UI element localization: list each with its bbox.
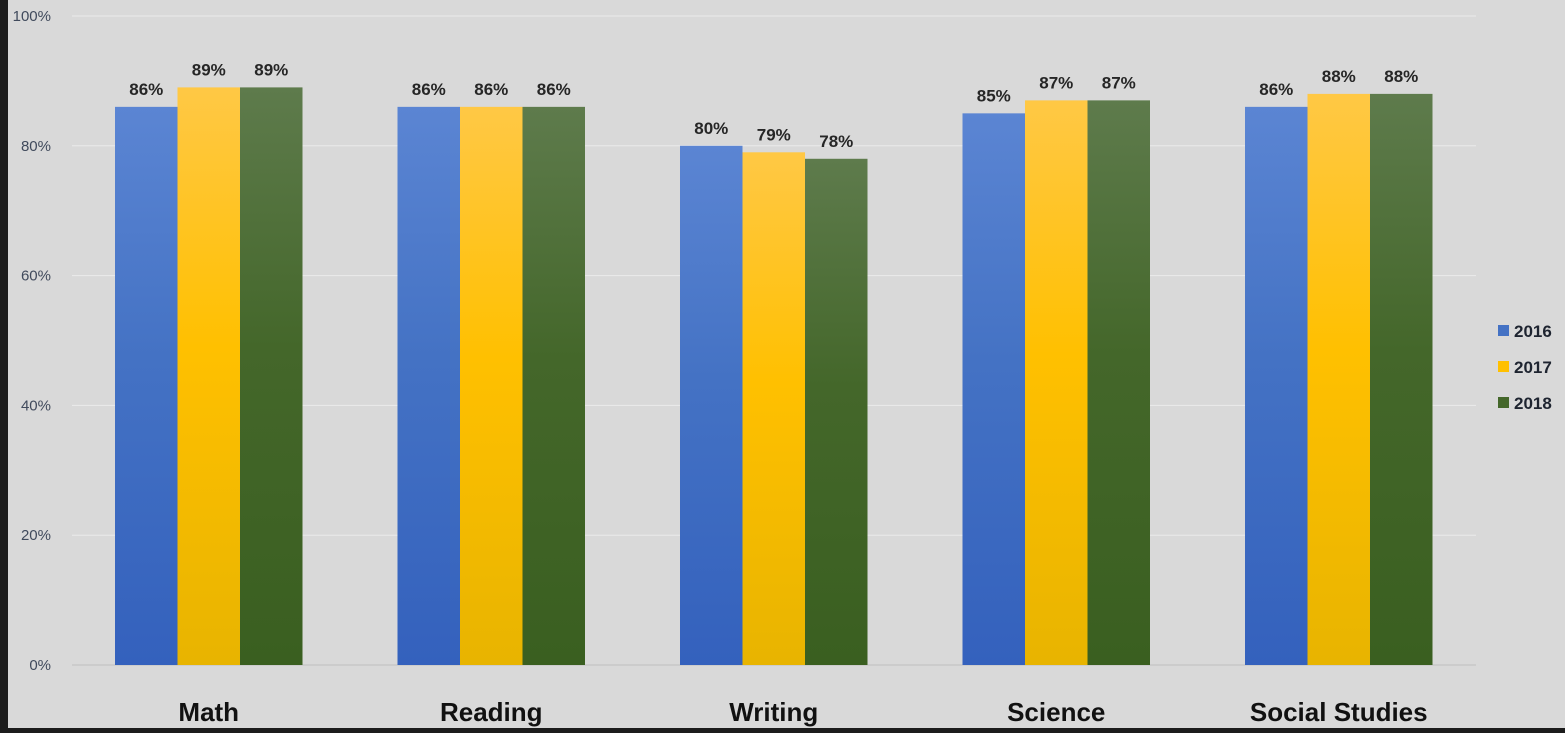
bar-reading-2017 bbox=[460, 106, 523, 666]
data-label-writing-2016: 80% bbox=[694, 119, 728, 138]
data-label-social-studies-2016: 86% bbox=[1259, 80, 1293, 99]
legend-swatch-2017 bbox=[1498, 361, 1509, 372]
legend-swatch-2018 bbox=[1498, 397, 1509, 408]
y-tick-label-0: 0% bbox=[29, 657, 51, 674]
category-label-social-studies: Social Studies bbox=[1250, 697, 1428, 727]
legend-label-2016: 2016 bbox=[1514, 322, 1552, 341]
data-label-social-studies-2017: 88% bbox=[1322, 67, 1356, 86]
bar-social-studies-2018 bbox=[1370, 93, 1433, 665]
data-label-science-2017: 87% bbox=[1039, 73, 1073, 92]
bar-science-2017 bbox=[1025, 100, 1088, 666]
category-label-science: Science bbox=[1007, 697, 1105, 727]
bar-math-2017 bbox=[177, 87, 240, 665]
y-tick-label-100: 100% bbox=[13, 8, 51, 25]
category-label-math: Math bbox=[178, 697, 239, 727]
y-tick-label-60: 60% bbox=[21, 268, 51, 285]
bar-science-2016 bbox=[962, 113, 1025, 666]
legend-label-2018: 2018 bbox=[1514, 394, 1552, 413]
bar-social-studies-2017 bbox=[1307, 93, 1370, 665]
data-label-writing-2017: 79% bbox=[757, 125, 791, 144]
y-tick-label-80: 80% bbox=[21, 138, 51, 155]
y-tick-label-40: 40% bbox=[21, 397, 51, 414]
legend-label-2017: 2017 bbox=[1514, 358, 1552, 377]
category-label-writing: Writing bbox=[729, 697, 818, 727]
data-label-math-2018: 89% bbox=[254, 60, 288, 79]
bar-reading-2016 bbox=[397, 106, 460, 666]
data-label-reading-2017: 86% bbox=[474, 80, 508, 99]
bar-science-2018 bbox=[1087, 100, 1150, 666]
category-label-reading: Reading bbox=[440, 697, 543, 727]
bar-math-2016 bbox=[115, 106, 178, 666]
legend-swatch-2016 bbox=[1498, 325, 1509, 336]
data-label-social-studies-2018: 88% bbox=[1384, 67, 1418, 86]
data-label-writing-2018: 78% bbox=[819, 132, 853, 151]
data-label-math-2016: 86% bbox=[129, 80, 163, 99]
y-tick-label-20: 20% bbox=[21, 527, 51, 544]
y-axis-tick-labels: 0% 20% 40% 60% 80% 100% bbox=[13, 8, 51, 674]
category-labels: Math Reading Writing Science Social Studies bbox=[178, 697, 1427, 727]
bar-reading-2018 bbox=[522, 106, 585, 666]
bar-math-2018 bbox=[240, 87, 303, 665]
bars bbox=[115, 87, 1433, 666]
data-label-math-2017: 89% bbox=[192, 60, 226, 79]
bar-writing-2016 bbox=[680, 145, 743, 666]
data-label-reading-2018: 86% bbox=[537, 80, 571, 99]
legend: 2016 2017 2018 bbox=[1498, 322, 1552, 413]
bar-social-studies-2016 bbox=[1245, 106, 1308, 666]
data-label-reading-2016: 86% bbox=[412, 80, 446, 99]
data-labels: 86% 89% 89% 86% 86% 86% 80% 79% 78% 85% 87% 87% 86% 8… bbox=[129, 60, 1418, 150]
data-label-science-2016: 85% bbox=[977, 86, 1011, 105]
data-label-science-2018: 87% bbox=[1102, 73, 1136, 92]
bar-writing-2017 bbox=[742, 152, 805, 666]
bar-writing-2018 bbox=[805, 158, 868, 665]
